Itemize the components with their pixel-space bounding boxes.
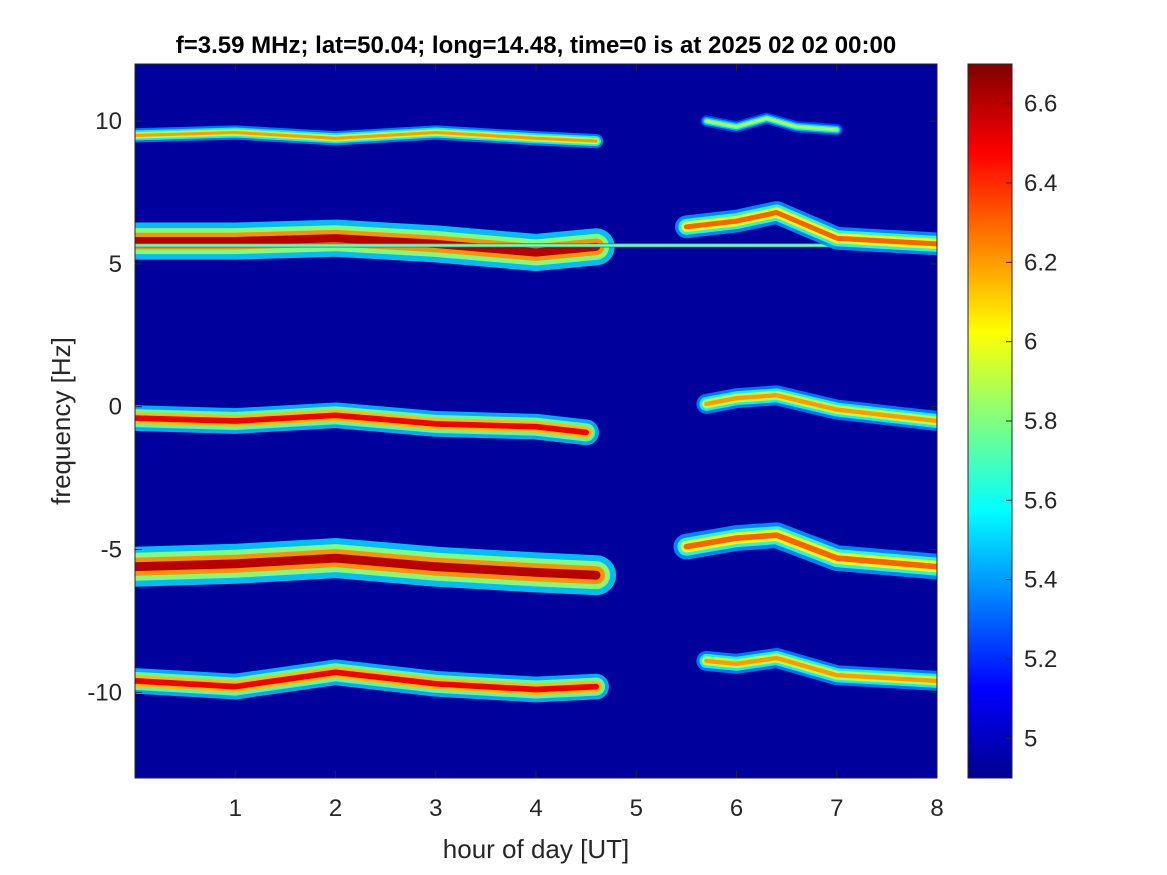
y-tick-label-1: 5	[109, 251, 122, 278]
trace-9	[135, 659, 609, 703]
x-tick-label-2: 3	[429, 795, 442, 822]
x-tick-label-3: 4	[529, 795, 542, 822]
colorbar-tick-label-3: 5.6	[1024, 487, 1057, 514]
y-axis: 10 5 0 -5 -10	[87, 108, 937, 706]
colorbar-tick-label-7: 6.4	[1024, 170, 1057, 197]
trace-5-band-3	[135, 412, 589, 436]
plot-area	[135, 64, 937, 778]
trace-8	[673, 522, 937, 580]
trace-7	[135, 538, 617, 596]
colorbar-tick-label-2: 5.4	[1024, 567, 1057, 594]
x-axis-label: hour of day [UT]	[443, 834, 629, 864]
x-tick-label-6: 7	[830, 795, 843, 822]
trace-5	[135, 402, 599, 446]
colorbar-tick-label-6: 6.2	[1024, 249, 1057, 276]
trace-0-band-3	[135, 130, 598, 143]
trace-2	[135, 219, 615, 272]
heatmap-traces	[135, 112, 937, 703]
y-axis-label: frequency [Hz]	[46, 337, 76, 505]
trace-4-band-3	[683, 210, 937, 247]
chart-title: f=3.59 MHz; lat=50.04; long=14.48, time=…	[176, 32, 896, 59]
trace-10-band-3	[704, 655, 937, 684]
trace-1	[700, 112, 843, 136]
trace-0	[135, 125, 604, 149]
colorbar-tick-label-5: 6	[1024, 329, 1037, 356]
colorbar	[967, 63, 1013, 779]
x-tick-label-7: 8	[930, 795, 943, 822]
trace-1-band-3	[705, 117, 839, 131]
x-tick-label-1: 2	[329, 795, 342, 822]
trace-6-band-3	[704, 393, 937, 424]
x-tick-label-5: 6	[730, 795, 743, 822]
y-tick-label-2: 0	[109, 394, 122, 421]
y-tick-label-0: 10	[95, 108, 122, 135]
trace-7-band-3	[135, 553, 601, 580]
trace-2-band-3	[135, 234, 601, 257]
trace-9-band-3	[135, 669, 599, 693]
x-tick-label-0: 1	[229, 795, 242, 822]
colorbar-ticks: 5 5.2 5.4 5.6 5.8 6 6.2 6.4 6.6	[1006, 91, 1057, 752]
x-tick-label-4: 5	[630, 795, 643, 822]
colorbar-tick-label-0: 5	[1024, 725, 1037, 752]
colorbar-tick-label-1: 5.2	[1024, 646, 1057, 673]
trace-6	[696, 385, 937, 431]
trace-10	[696, 648, 937, 691]
y-tick-label-3: -5	[101, 537, 122, 564]
trace-4	[675, 201, 937, 256]
y-tick-label-4: -10	[87, 679, 122, 706]
colorbar-tick-label-8: 6.6	[1024, 91, 1057, 118]
colorbar-tick-label-4: 5.8	[1024, 408, 1057, 435]
x-axis: 1 2 3 4 5 6 7 8	[229, 64, 944, 822]
trace-8-band-3	[683, 532, 937, 570]
